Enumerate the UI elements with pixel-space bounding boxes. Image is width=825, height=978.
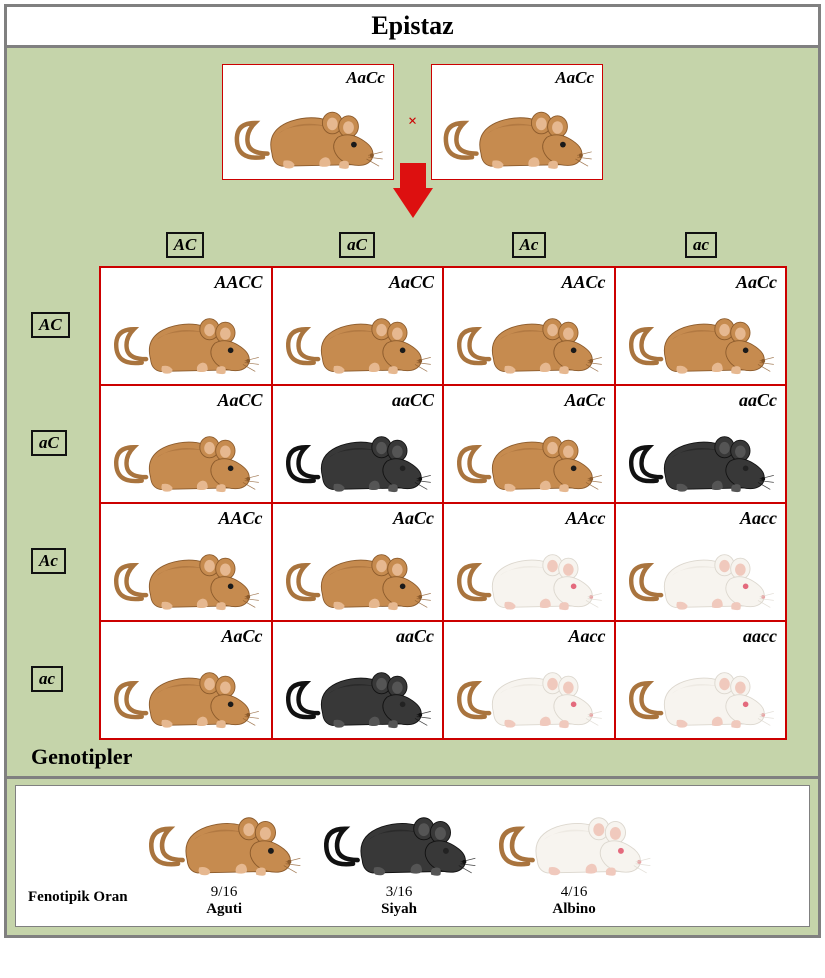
punnett-cell: AaCC — [100, 385, 272, 503]
legend-item: 9/16 Aguti — [142, 792, 307, 918]
cell-genotype: AACc — [561, 272, 605, 293]
punnett-cell: aacc — [615, 621, 787, 739]
punnett-cell: aaCc — [272, 621, 444, 739]
punnett-row: AaCc aaCc — [100, 621, 786, 739]
parent-card: AaCc — [431, 64, 603, 180]
punnett-grid: AACC AaCC — [99, 266, 787, 740]
cross-symbol: × — [408, 113, 417, 131]
mouse-icon — [103, 412, 269, 500]
mouse-icon — [446, 412, 612, 500]
legend-ratio: 9/16 — [211, 884, 238, 901]
allele-label: AC — [31, 312, 70, 338]
cell-genotype: aaCc — [396, 626, 434, 647]
cell-genotype: Aacc — [569, 626, 606, 647]
legend-name: Albino — [552, 901, 595, 918]
legend-panel: Fenotipik Oran — [7, 776, 818, 935]
legend-ratio: 3/16 — [386, 884, 413, 901]
punnett-cell: AACC — [100, 267, 272, 385]
down-arrow-icon — [27, 188, 798, 218]
cell-genotype: AaCc — [564, 390, 605, 411]
allele-label: aC — [339, 232, 375, 258]
cell-genotype: AaCC — [217, 390, 262, 411]
allele-label: ac — [31, 666, 63, 692]
punnett-cell: AAcc — [443, 503, 615, 621]
punnett-row: AaCC aaCC — [100, 385, 786, 503]
mouse-icon — [618, 412, 784, 500]
legend-ratio: 4/16 — [561, 884, 588, 901]
diagram-frame: Epistaz AaCc — [4, 4, 821, 938]
cell-genotype: AaCc — [221, 626, 262, 647]
punnett-cell: AACc — [100, 503, 272, 621]
legend: Fenotipik Oran — [15, 785, 810, 927]
mouse-icon — [275, 648, 441, 736]
cell-genotype: AAcc — [566, 508, 606, 529]
parent-genotype: AaCc — [346, 68, 385, 88]
punnett-cell: Aacc — [443, 621, 615, 739]
punnett-cell: aaCC — [272, 385, 444, 503]
cell-genotype: AACc — [218, 508, 262, 529]
mouse-icon — [494, 792, 654, 884]
punnett-cell: aaCc — [615, 385, 787, 503]
mouse-icon — [319, 792, 479, 884]
mouse-icon — [436, 87, 598, 177]
punnett-cell: AaCc — [272, 503, 444, 621]
allele-label: Ac — [31, 548, 66, 574]
mouse-icon — [103, 294, 269, 382]
allele-label: Ac — [512, 232, 547, 258]
mouse-icon — [618, 648, 784, 736]
mouse-icon — [275, 294, 441, 382]
mouse-icon — [144, 792, 304, 884]
title: Epistaz — [7, 7, 818, 48]
mouse-icon — [446, 648, 612, 736]
mouse-icon — [103, 530, 269, 618]
main-panel: AaCc × — [7, 48, 818, 776]
allele-label: ac — [685, 232, 717, 258]
genotypes-label: Genotipler — [27, 744, 798, 770]
mouse-icon — [275, 530, 441, 618]
mouse-icon — [275, 412, 441, 500]
mouse-icon — [618, 530, 784, 618]
punnett-cell: AaCc — [615, 267, 787, 385]
punnett-square: AC aC Ac ac AC aC Ac ac AACC — [27, 232, 798, 740]
allele-label: aC — [31, 430, 67, 456]
punnett-row: AACC AaCC — [100, 267, 786, 385]
cell-genotype: AaCc — [736, 272, 777, 293]
mouse-icon — [227, 87, 389, 177]
parent-card: AaCc — [222, 64, 394, 180]
punnett-cell: AaCC — [272, 267, 444, 385]
legend-name: Aguti — [206, 901, 242, 918]
cell-genotype: AaCc — [393, 508, 434, 529]
cell-genotype: Aacc — [740, 508, 777, 529]
cell-genotype: aacc — [743, 626, 777, 647]
row-headers: AC aC Ac ac — [31, 266, 70, 738]
mouse-icon — [446, 294, 612, 382]
mouse-icon — [103, 648, 269, 736]
legend-item: 3/16 Siyah — [317, 792, 482, 918]
mouse-icon — [446, 530, 612, 618]
punnett-cell: AaCc — [100, 621, 272, 739]
punnett-cell: Aacc — [615, 503, 787, 621]
punnett-row: AACc AaCc — [100, 503, 786, 621]
parent-genotype: AaCc — [555, 68, 594, 88]
legend-name: Siyah — [381, 901, 417, 918]
column-headers: AC aC Ac ac — [99, 232, 798, 258]
allele-label: AC — [166, 232, 205, 258]
cell-genotype: aaCC — [392, 390, 434, 411]
mouse-icon — [618, 294, 784, 382]
legend-item: 4/16 Albino — [492, 792, 657, 918]
punnett-cell: AACc — [443, 267, 615, 385]
cell-genotype: AaCC — [389, 272, 434, 293]
legend-label: Fenotipik Oran — [28, 889, 128, 918]
cell-genotype: AACC — [214, 272, 262, 293]
cell-genotype: aaCc — [739, 390, 777, 411]
punnett-cell: AaCc — [443, 385, 615, 503]
